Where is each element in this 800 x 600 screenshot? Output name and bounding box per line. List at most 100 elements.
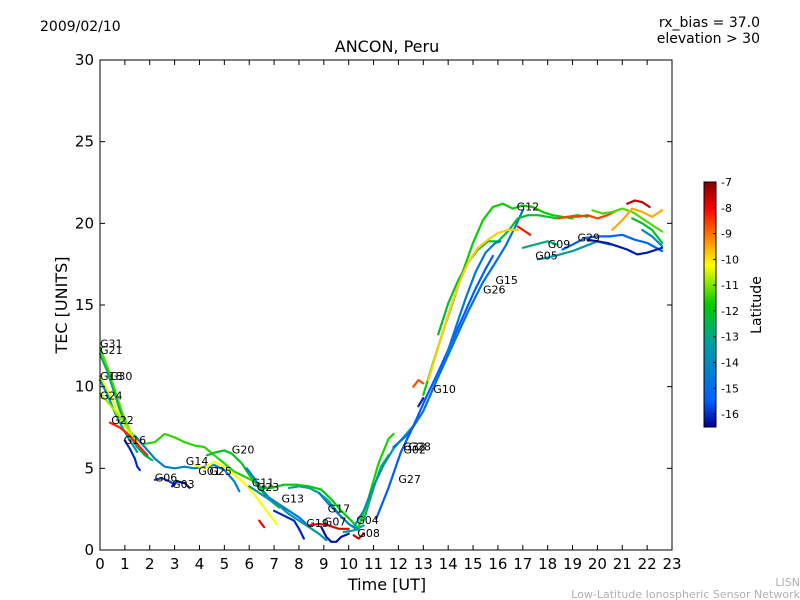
y-tick-label: 30 xyxy=(75,51,94,69)
sat-label-g17: G17 xyxy=(328,502,351,515)
series-g29 xyxy=(258,519,266,529)
elevation-label: elevation > 30 xyxy=(657,31,760,47)
y-axis-label: TEC [UNITS] xyxy=(52,257,71,355)
series-g14b xyxy=(641,228,664,248)
series-g03 xyxy=(171,480,191,489)
y-tick-label: 0 xyxy=(84,541,94,559)
x-tick-label: 18 xyxy=(538,555,557,573)
x-tick-label: 0 xyxy=(95,555,105,573)
series-g22 xyxy=(108,421,149,457)
x-tick-label: 21 xyxy=(613,555,632,573)
series-g20b xyxy=(556,209,619,220)
sat-label-g18: G18 xyxy=(100,370,123,383)
x-tick-label: 14 xyxy=(439,555,458,573)
series-g07 xyxy=(320,526,350,543)
series-g17 xyxy=(317,491,358,530)
y-tick-label: 25 xyxy=(75,133,94,151)
colorbar-tick-label: -8 xyxy=(721,202,732,215)
sat-label-g19: G19 xyxy=(306,517,329,530)
colorbar-label: Latitude xyxy=(749,276,765,334)
series-g19 xyxy=(273,509,305,540)
sat-label-g01: G01 xyxy=(198,465,221,478)
sat-label-g30: G30 xyxy=(110,370,133,383)
sat-label-g22: G22 xyxy=(111,414,134,427)
footer-lisn: LISN xyxy=(775,576,800,589)
sat-label-g26: G26 xyxy=(483,284,506,297)
series-g25 xyxy=(193,460,278,525)
sat-label-g32: G32 xyxy=(403,440,426,453)
x-tick-label: 17 xyxy=(513,555,532,573)
x-tick-label: 2 xyxy=(145,555,155,573)
x-tick-label: 1 xyxy=(120,555,130,573)
series-g10 xyxy=(375,254,494,521)
series-g14 xyxy=(133,434,241,493)
x-tick-label: 23 xyxy=(662,555,681,573)
series-g16b xyxy=(611,207,664,231)
x-tick-label: 15 xyxy=(463,555,482,573)
x-tick-label: 8 xyxy=(294,555,304,573)
sat-label-g07: G07 xyxy=(324,516,347,529)
series-g18 xyxy=(98,379,139,454)
series-g29c xyxy=(561,233,664,253)
sat-label-g10: G10 xyxy=(433,383,456,396)
colorbar-tick-label: -15 xyxy=(721,382,739,395)
sat-label-g23: G23 xyxy=(257,481,280,494)
colorbar-ticks: -7 -8 -9 -10 -11 -12 -13 -14 -15 -16 xyxy=(713,176,739,421)
series-g06 xyxy=(153,477,176,486)
sat-label-g02: G02 xyxy=(403,444,426,457)
sat-label-g25: G25 xyxy=(209,465,232,478)
sat-label-g20: G20 xyxy=(232,444,255,457)
x-tick-label: 3 xyxy=(170,555,180,573)
series-g11b xyxy=(516,225,532,236)
x-tick-label: 13 xyxy=(414,555,433,573)
series-g04 xyxy=(342,524,365,534)
footer-network: Low-Latitude Ionospheric Sensor Network xyxy=(571,588,800,600)
y-tick-label: 5 xyxy=(84,459,94,477)
date-label: 2009/02/10 xyxy=(40,19,121,35)
x-tick-label: 16 xyxy=(488,555,507,573)
sat-label-g11: G11 xyxy=(252,476,275,489)
series-g30 xyxy=(98,375,139,444)
sat-label-g13: G13 xyxy=(282,493,305,506)
y-tick-label: 15 xyxy=(75,296,94,314)
x-tick-label: 10 xyxy=(339,555,358,573)
rx-bias-label: rx_bias = 37.0 xyxy=(659,15,760,31)
colorbar xyxy=(703,181,717,428)
series-g28 xyxy=(307,522,350,530)
sat-label-g09: G09 xyxy=(548,238,571,251)
x-tick-label: 5 xyxy=(220,555,230,573)
series-g24 xyxy=(98,392,141,444)
colorbar-tick-label: -11 xyxy=(721,279,739,292)
sat-label-g14: G14 xyxy=(186,455,209,468)
colorbar-tick-label: -16 xyxy=(721,408,739,421)
y-tick-label: 20 xyxy=(75,214,94,232)
x-tick-label: 7 xyxy=(269,555,279,573)
series-g28b xyxy=(412,379,425,388)
series-g29b xyxy=(427,228,519,382)
series-g09 xyxy=(417,397,425,408)
series-g01 xyxy=(143,432,256,483)
sat-label-g24: G24 xyxy=(100,390,123,403)
plot-area xyxy=(100,60,672,550)
colorbar-tick-label: -13 xyxy=(721,331,739,344)
series-g15b xyxy=(444,240,502,359)
sat-label-g15: G15 xyxy=(495,274,518,287)
x-tick-label: 11 xyxy=(364,555,383,573)
sat-label-g16: G16 xyxy=(124,434,147,447)
x-axis-label: Time [UT] xyxy=(347,575,426,594)
sat-label-g05: G05 xyxy=(535,249,558,262)
series-layer xyxy=(98,199,664,543)
sat-label-g28: G28 xyxy=(408,440,431,453)
sat-label-g27: G27 xyxy=(398,473,421,486)
sat-label-g31: G31 xyxy=(100,338,123,351)
colorbar-tick-label: -7 xyxy=(721,176,732,189)
series-g11 xyxy=(245,467,308,525)
colorbar-tick-label: -12 xyxy=(721,305,739,318)
axis-ticks: 0 1 2 3 4 5 6 7 8 9 10 11 12 13 14 15 16 17 18 19 20 21 22 2305… xyxy=(75,51,682,573)
x-tick-label: 4 xyxy=(195,555,205,573)
x-tick-label: 22 xyxy=(638,555,657,573)
sat-label-g29: G29 xyxy=(578,231,601,244)
x-tick-label: 19 xyxy=(563,555,582,573)
